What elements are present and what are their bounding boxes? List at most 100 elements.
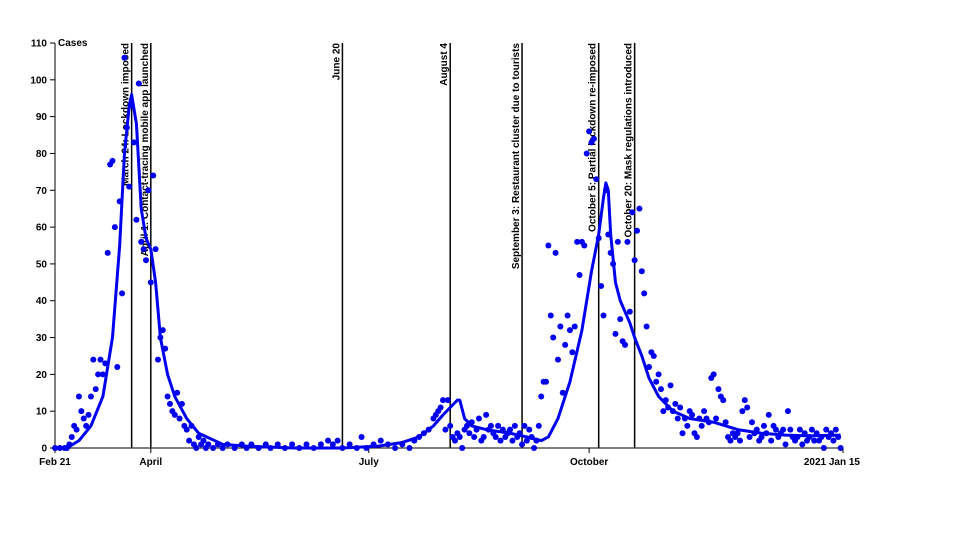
x-tick-label: October [570,457,608,468]
data-point [109,157,116,164]
event-label: September 3: Restaurant cluster due to t… [511,43,522,270]
data-point [317,441,324,448]
data-point [140,246,147,253]
trend-line [55,93,841,450]
data-point [68,433,75,440]
data-point [634,227,641,234]
data-point [150,172,157,179]
data-point [547,312,554,319]
data-point [97,356,104,363]
data-point [442,426,449,433]
data-point [624,238,631,245]
data-point [552,249,559,256]
data-point [111,224,118,231]
data-point [334,437,341,444]
event-label: October 20: Mask regulations introduced [624,43,635,237]
data-point [475,415,482,422]
data-point [799,441,806,448]
data-point [114,364,121,370]
x-tick-label: July [359,457,379,468]
data-point [581,242,588,249]
data-point [90,356,97,363]
data-point [440,397,447,404]
data-point [538,393,545,400]
data-point [737,437,744,444]
data-point [483,411,490,418]
data-point [626,308,633,315]
data-point [586,128,593,135]
data-point [325,437,332,444]
data-point [657,386,664,393]
event-label: August 4 [439,43,450,86]
data-point [437,404,444,411]
data-point [566,327,573,334]
data-point [758,433,765,440]
data-point [456,433,463,440]
data-point [406,445,413,451]
data-point [653,378,660,385]
data-point [492,433,499,440]
data-point [171,411,178,418]
data-point [590,135,597,142]
data-point [487,422,494,429]
data-point [701,408,708,415]
data-point [643,323,650,330]
data-point [559,389,566,396]
data-point [571,323,578,330]
data-point [135,80,142,87]
data-point [289,441,296,448]
data-point [698,422,705,429]
data-point [612,330,619,337]
data-point [152,246,159,253]
data-point [638,268,645,275]
data-point [451,437,458,444]
data-point [811,437,818,444]
data-point [104,249,111,256]
data-point [95,371,102,378]
data-point [75,393,82,400]
data-point [823,426,830,433]
data-point [768,437,775,444]
data-point [650,352,657,359]
data-point [83,422,90,429]
data-point [820,445,827,451]
data-point [689,411,696,418]
data-point [471,433,478,440]
data-point [744,404,751,411]
data-point [543,378,550,385]
data-point [710,371,717,378]
data-point [176,415,183,422]
data-point [784,408,791,415]
y-tick-label: 90 [36,112,48,123]
data-point [193,445,200,451]
data-point [519,441,526,448]
data-point [447,422,454,429]
data-point [655,371,662,378]
data-point [523,437,530,444]
data-point [739,408,746,415]
data-point [574,238,581,245]
data-point [511,422,518,429]
data-point [210,445,217,451]
data-point [138,238,145,245]
data-point [377,437,384,444]
data-point [121,54,128,61]
data-point [80,415,87,422]
y-tick-label: 100 [30,75,47,86]
data-point [303,441,310,448]
data-point [593,176,600,183]
data-point [166,400,173,407]
data-point [346,441,353,448]
data-point [358,433,365,440]
data-point [674,415,681,422]
data-point [641,290,648,297]
data-point [535,422,542,429]
data-point [832,426,839,433]
data-point [205,441,212,448]
data-point [554,356,561,363]
data-point [145,187,152,194]
data-point [392,445,399,451]
x-tick-label: Feb 21 [39,457,71,468]
data-point [466,430,473,437]
